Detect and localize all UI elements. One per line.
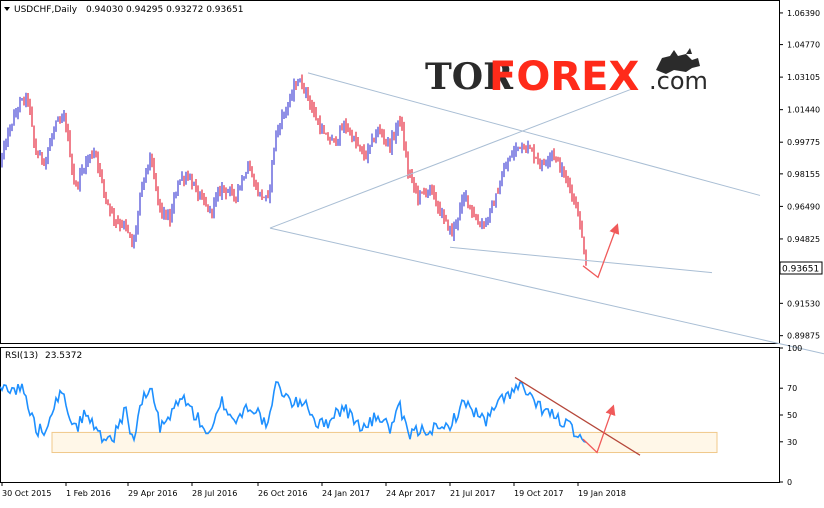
rsi-oversold-zone [51,431,718,454]
rsi-indicator-label: RSI(13) [5,351,38,361]
time-tick-label: 24 Apr 2017 [386,489,435,498]
logo-forex: FOREX [489,54,639,100]
logo-dotcom: .com [649,67,708,95]
rsi-line [0,381,587,445]
price-tick-label: 0.99775 [787,138,820,147]
rsi-forecast-arrows [582,404,616,454]
price-trendline [269,88,633,229]
current-price-label: 0.93651 [782,265,819,275]
time-tick-label: 29 Apr 2016 [128,489,177,498]
price-axis: 1.06390 1.04770 1.03105 1.01440 0.99775 0.981… [779,9,820,341]
price-trendline [269,227,824,355]
time-tick-label: 19 Jan 2018 [578,489,626,498]
rsi-tick-label: 50 [787,411,797,420]
price-tick-label: 0.98155 [787,170,820,179]
rsi-tick-label: 30 [787,438,797,447]
time-tick-label: 1 Feb 2016 [66,489,111,498]
price-forecast-arrows [582,223,620,279]
rsi-series [0,381,587,445]
time-tick-label: 26 Oct 2016 [258,489,307,498]
current-price-marker: 0.93651 [779,261,823,275]
bull-bear-icon [656,48,700,74]
time-axis: 30 Oct 2015 1 Feb 2016 29 Apr 2016 28 Jul 2… [1,482,626,498]
time-tick-label: 28 Jul 2016 [192,489,237,498]
price-tick-label: 1.01440 [787,106,820,115]
price-trendline [449,246,713,274]
price-trendlines [269,72,824,355]
logo-tor: TOR [425,56,514,98]
dropdown-triangle-icon[interactable] [4,7,10,11]
price-tick-label: 1.04770 [787,41,820,50]
price-tick-label: 1.06390 [787,9,820,18]
rsi-trendline [514,376,641,456]
price-tick-label: 0.94825 [787,235,820,244]
forecast-arrow [582,223,620,279]
rsi-trendlines [514,376,641,456]
price-tick-label: 0.96490 [787,202,820,211]
time-tick-label: 21 Jul 2017 [450,489,495,498]
price-panel-frame [0,0,780,344]
price-tick-label: 0.91530 [787,299,820,308]
rsi-value-label: 23.5372 [45,351,82,361]
rsi-axis: 100 70 50 30 0 [779,344,802,487]
rsi-tick-label: 100 [787,344,802,353]
rsi-panel-frame [0,347,780,483]
rsi-header: RSI(13) 23.5372 [5,351,82,361]
symbol-label: USDCHF,Daily [14,5,78,15]
time-tick-label: 24 Jan 2017 [322,489,370,498]
time-tick-label: 19 Oct 2017 [514,489,563,498]
rsi-forecast-arrow [582,404,616,454]
price-trendline [307,72,761,196]
rsi-tick-label: 70 [787,384,797,393]
time-tick-label: 30 Oct 2015 [2,489,51,498]
ohlc-label: 0.94030 0.94295 0.93272 0.93651 [86,5,243,15]
torforex-logo: TOR FOREX .com [425,48,708,100]
price-tick-label: 1.03105 [787,73,820,82]
chart-header: USDCHF,Daily 0.94030 0.94295 0.93272 0.9… [14,5,243,15]
price-tick-label: 0.89875 [787,332,820,341]
rsi-tick-label: 0 [787,478,792,487]
price-candles [1,74,587,266]
